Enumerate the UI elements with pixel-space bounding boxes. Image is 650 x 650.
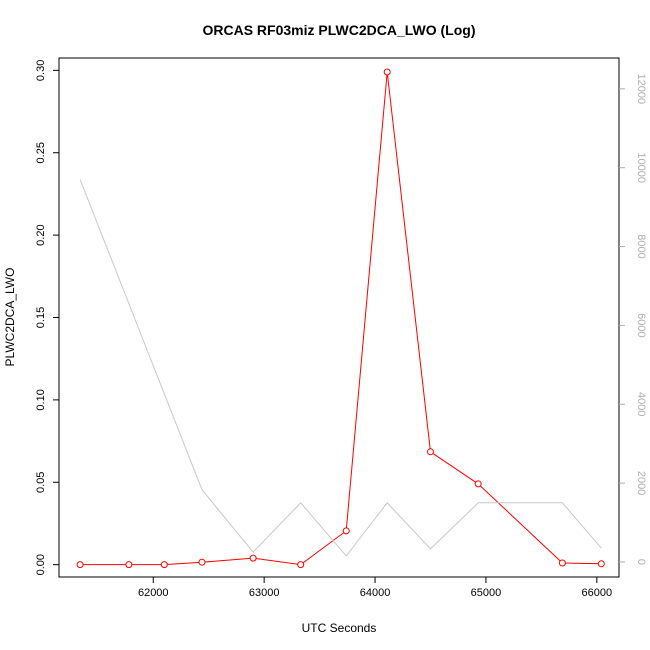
- y2-tick-label: 10000: [635, 152, 647, 183]
- data-point: [597, 560, 605, 568]
- x-tick-label: 66000: [582, 587, 613, 599]
- data-point: [383, 68, 391, 76]
- data-point: [249, 554, 257, 562]
- series-layer: [76, 68, 605, 569]
- data-point: [427, 448, 434, 456]
- y2-tick-label: 0: [635, 559, 647, 565]
- y-tick-label: 0.15: [35, 307, 47, 328]
- x-axis-label: UTC Seconds: [302, 621, 377, 635]
- data-point: [297, 561, 305, 569]
- y2-tick-label: 12000: [635, 74, 647, 105]
- data-point: [474, 480, 482, 488]
- y-tick-label: 0.10: [35, 389, 47, 410]
- x-tick-label: 62000: [138, 587, 169, 599]
- y-axis-label: PLWC2DCA_LWO: [3, 268, 17, 367]
- y2-tick-label: 6000: [635, 313, 647, 337]
- y2-tick-label: 4000: [635, 392, 647, 416]
- y-tick-label: 0.30: [35, 60, 47, 81]
- series-line-secondary: [79, 179, 602, 557]
- data-point: [76, 561, 84, 569]
- data-point: [558, 559, 566, 567]
- chart-title: ORCAS RF03miz PLWC2DCA_LWO (Log): [202, 22, 475, 38]
- y2-tick-label: 8000: [635, 234, 647, 258]
- y2-tick-label: 2000: [635, 471, 647, 495]
- data-point: [198, 558, 206, 566]
- plot-frame: [58, 57, 620, 578]
- y-tick-label: 0.00: [35, 554, 47, 575]
- data-point: [342, 527, 350, 535]
- y-tick-label: 0.25: [35, 142, 47, 163]
- y-tick-label: 0.05: [35, 472, 47, 493]
- x-tick-label: 63000: [249, 587, 280, 599]
- x-tick-label: 64000: [360, 587, 391, 599]
- data-point: [160, 561, 168, 569]
- series-line-primary: [80, 71, 602, 566]
- axes-layer: 62000 63000 64000 65000 66000 0.00 0.05 0.10 0.1…: [35, 57, 647, 599]
- y-tick-label: 0.20: [35, 224, 47, 245]
- data-point: [125, 561, 133, 569]
- x-tick-label: 65000: [471, 587, 502, 599]
